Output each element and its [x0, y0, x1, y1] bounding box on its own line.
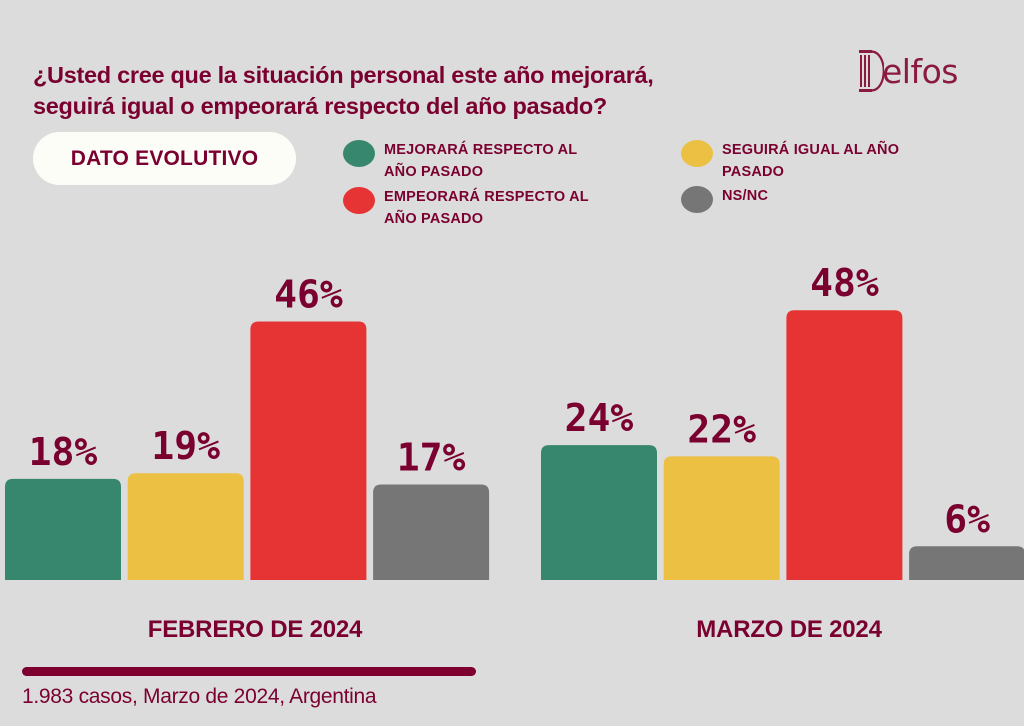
bar-marzo-seguira-igual [663, 456, 780, 580]
logo-text: elfos [882, 51, 958, 91]
value-label-marzo-seguira-igual: 22% [687, 407, 756, 451]
dato-evolutivo-badge: DATO EVOLUTIVO [33, 132, 296, 185]
legend-swatch-red [343, 187, 375, 214]
period-label-febrero: FEBRERO DE 2024 [147, 616, 363, 643]
column-d-icon [859, 50, 884, 92]
bar-group-febrero: 18% 19% 46% 17% [5, 272, 490, 580]
value-label-febrero-seguira-igual: 19% [151, 424, 220, 468]
chart-title: ¿Usted cree que la situación personal es… [33, 60, 813, 122]
bar-febrero-empeorara [250, 321, 367, 580]
value-label-marzo-ns-nc: 6% [944, 497, 990, 541]
legend-swatch-yellow [681, 140, 713, 167]
legend-label: AÑO PASADO [384, 211, 484, 227]
chart-title-line-1: ¿Usted cree que la situación personal es… [33, 62, 654, 88]
value-label-febrero-ns-nc: 17% [397, 435, 466, 479]
legend-label: EMPEORARÁ RESPECTO AL [384, 189, 589, 205]
value-label-marzo-mejorara: 24% [565, 396, 634, 440]
legend-swatch-green [343, 140, 375, 167]
divider-bar [22, 667, 476, 676]
bar-group-marzo: 24% 22% 48% 6% [541, 261, 1024, 580]
legend-label: AÑO PASADO [384, 164, 484, 180]
bar-febrero-seguira-igual [127, 473, 244, 580]
legend-swatch-gray [681, 186, 713, 213]
bar-marzo-mejorara [541, 445, 657, 580]
legend-item-ns-nc: NS/NC [681, 185, 768, 213]
bar-febrero-ns-nc [373, 484, 490, 580]
legend-item-seguira-igual: SEGUIRÁ IGUAL AL AÑO PASADO [681, 139, 899, 183]
value-label-marzo-empeorara: 48% [810, 261, 879, 305]
legend-item-mejorara: MEJORARÁ RESPECTO AL AÑO PASADO [343, 139, 577, 183]
legend-item-empeorara: EMPEORARÁ RESPECTO AL AÑO PASADO [343, 186, 589, 230]
delfos-logo: elfos [858, 48, 958, 94]
sample-footnote: 1.983 casos, Marzo de 2024, Argentina [22, 685, 377, 708]
period-label-marzo: MARZO DE 2024 [696, 616, 882, 643]
legend-label: SEGUIRÁ IGUAL AL AÑO [722, 142, 900, 158]
legend-label: MEJORARÁ RESPECTO AL [384, 142, 578, 158]
legend-label: NS/NC [722, 188, 769, 204]
value-label-febrero-empeorara: 46% [274, 272, 343, 316]
bar-marzo-ns-nc [909, 546, 1024, 580]
value-label-febrero-mejorara: 18% [29, 430, 98, 474]
legend-label: PASADO [722, 164, 785, 180]
chart-title-line-2: seguirá igual o empeorará respecto del a… [33, 93, 607, 119]
bar-marzo-empeorara [786, 310, 903, 580]
bar-febrero-mejorara [5, 478, 121, 580]
